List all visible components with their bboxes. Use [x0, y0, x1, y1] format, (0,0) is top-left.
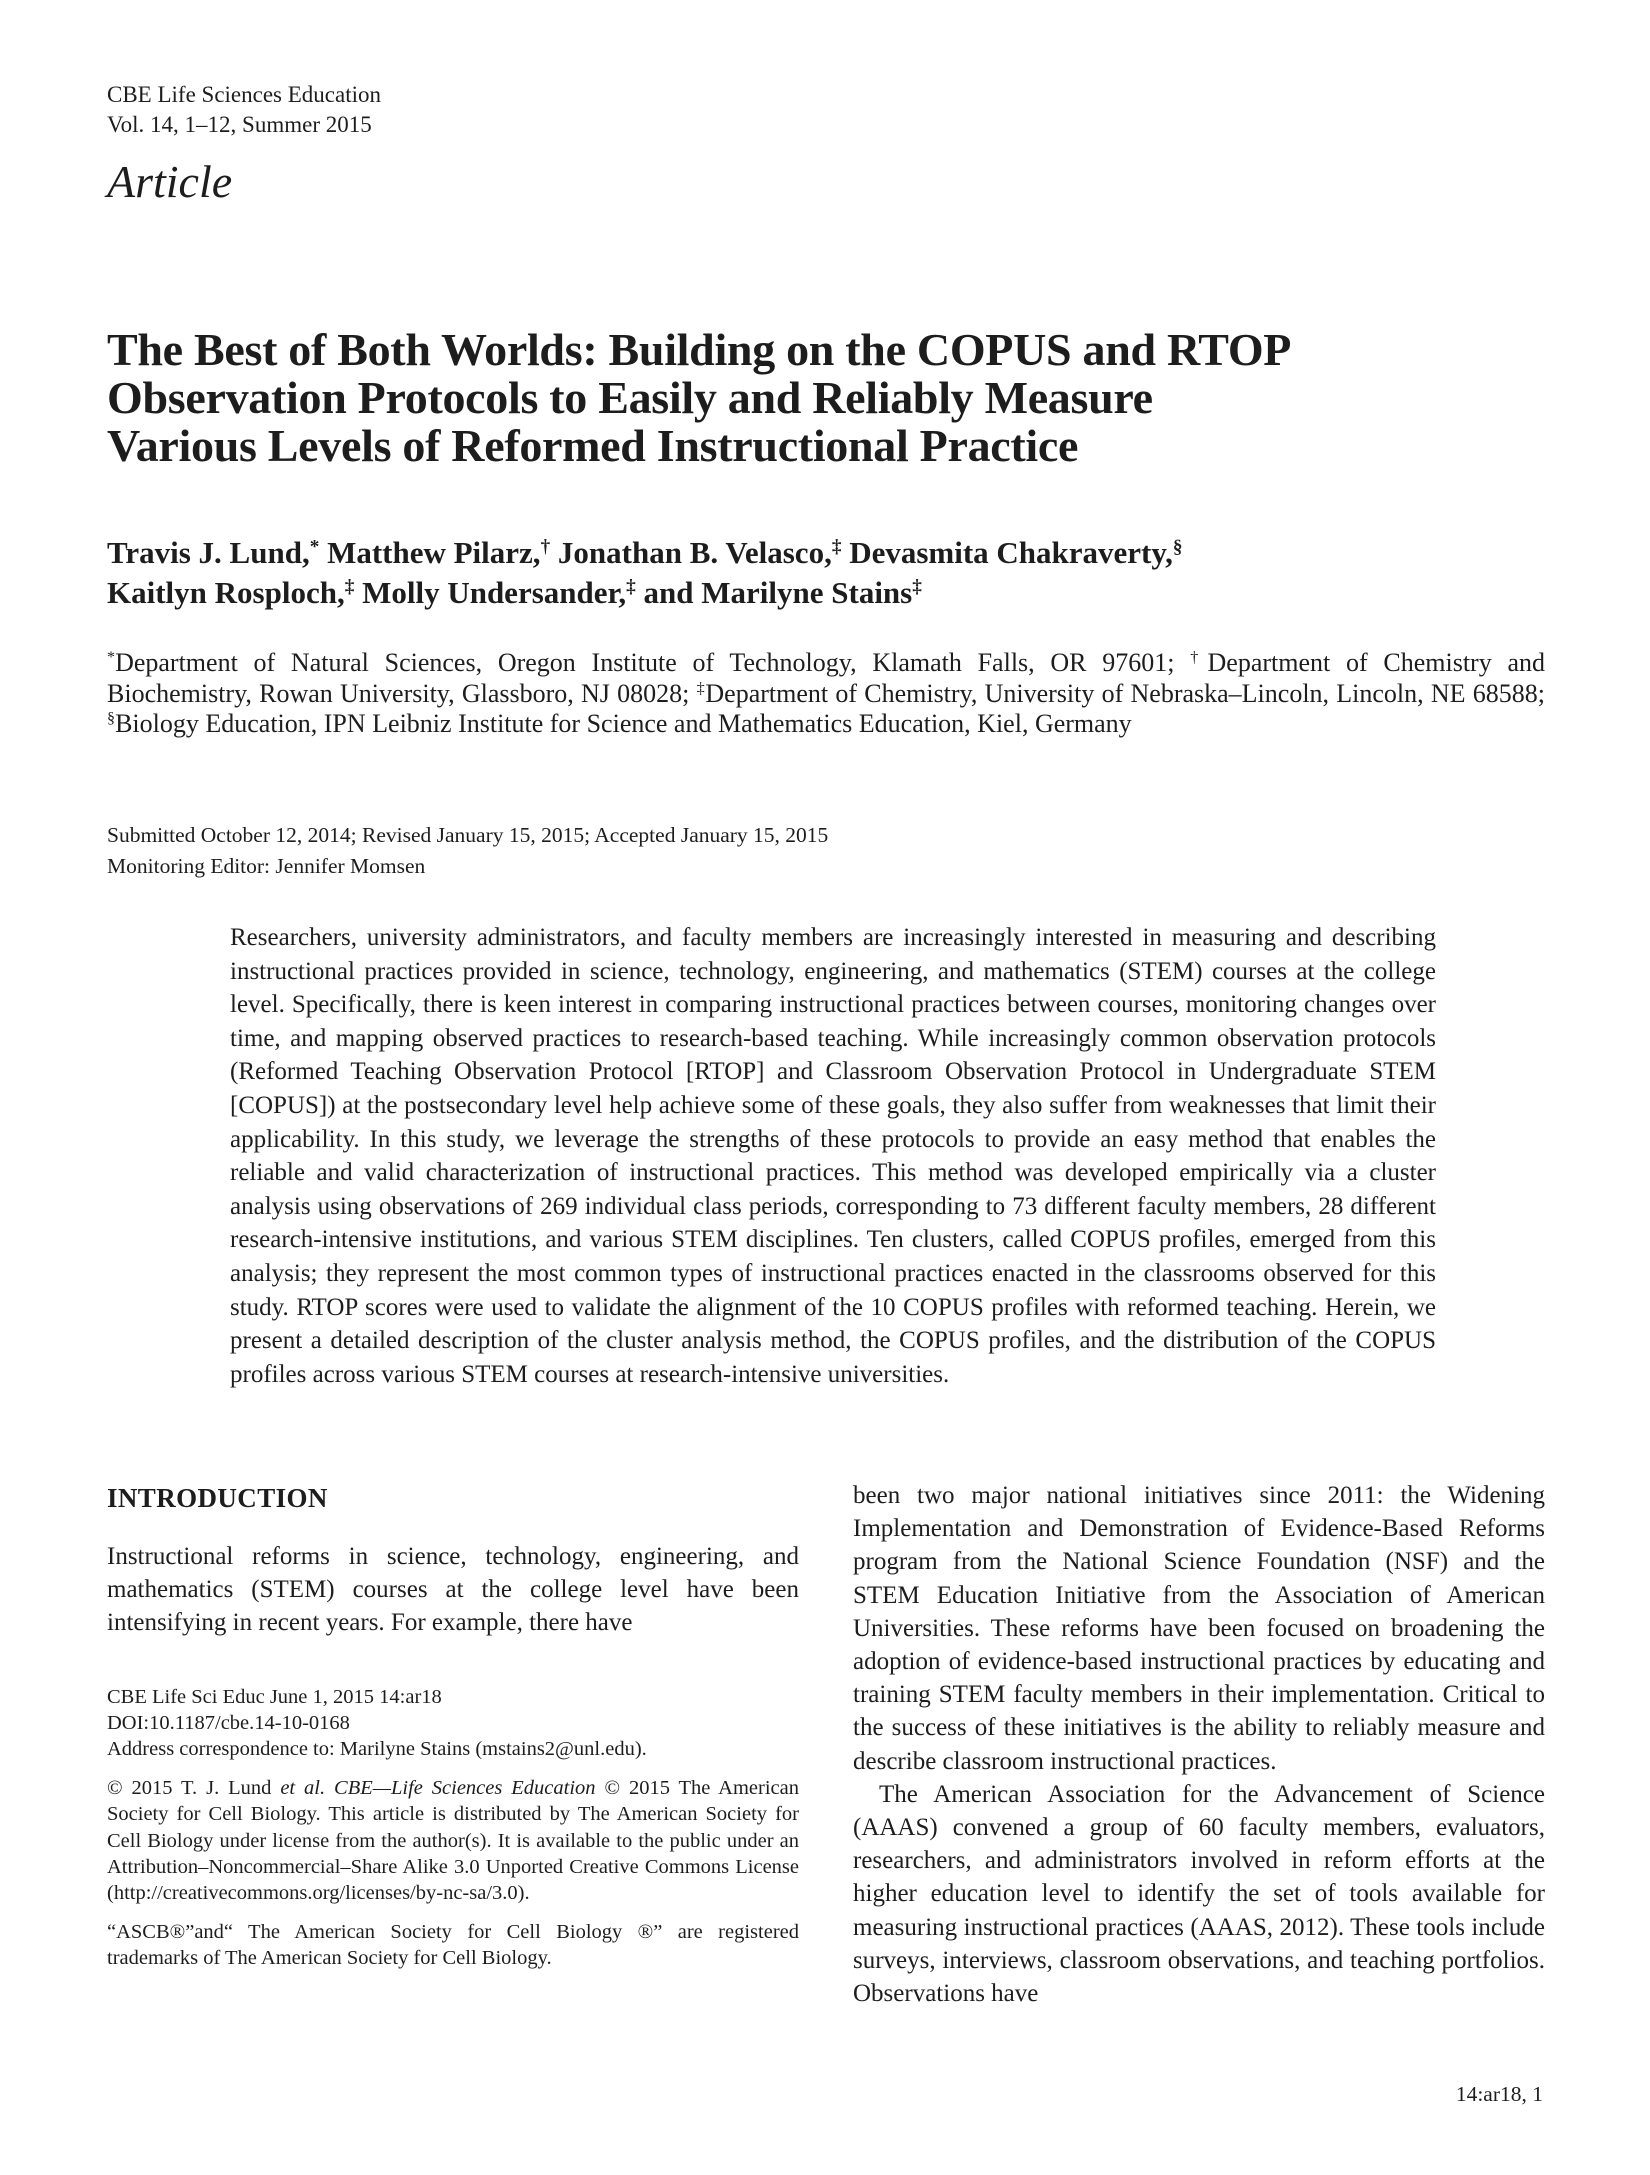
body-paragraph: been two major national initiatives sinc…	[853, 1482, 1545, 1775]
author: Molly Undersander,‡	[354, 575, 636, 610]
two-column-body: INTRODUCTION Instructional reforms in sc…	[107, 1479, 1545, 2010]
affiliation-text: Biology Education, IPN Leibniz Institute…	[115, 709, 1132, 738]
doi-line: DOI:10.1187/cbe.14-10-0168	[107, 1712, 350, 1735]
title-line: Observation Protocols to Easily and Reli…	[107, 372, 1153, 423]
title-line: Various Levels of Reformed Instructional…	[107, 420, 1079, 471]
author: Matthew Pilarz,†	[319, 535, 550, 570]
copyright-text: © 2015 T. J. Lund	[107, 1776, 281, 1799]
affiliation-marker: ‡	[696, 679, 706, 697]
author: Kaitlyn Rosploch,‡	[107, 575, 354, 610]
article-label: Article	[107, 156, 233, 207]
author-marker: ‡	[626, 576, 636, 598]
author-name: and Marilyne Stains	[635, 575, 913, 610]
affiliation-text: Department of Natural Sciences, Oregon I…	[115, 648, 1191, 677]
author-marker: *	[309, 536, 320, 558]
title-line: The Best of Both Worlds: Building on the…	[107, 324, 1292, 375]
affiliations: *Department of Natural Sciences, Oregon …	[107, 648, 1545, 740]
author-name: Kaitlyn Rosploch,	[107, 575, 345, 610]
citation-line: CBE Life Sci Educ June 1, 2015 14:ar18	[107, 1685, 442, 1708]
author-name: Matthew Pilarz,	[319, 535, 541, 570]
page-title: The Best of Both Worlds: Building on the…	[107, 326, 1587, 470]
abstract: Researchers, university administrators, …	[230, 924, 1436, 1388]
author: Jonathan B. Velasco,‡	[550, 535, 842, 570]
affiliation-marker: †	[1190, 649, 1208, 667]
copyright-paragraph: © 2015 T. J. Lund et al. CBE—Life Scienc…	[107, 1775, 799, 1907]
journal-header: CBE Life Sciences Education Vol. 14, 1–1…	[107, 80, 381, 140]
copyright-text	[325, 1777, 334, 1799]
author: and Marilyne Stains‡	[636, 575, 922, 610]
submission-history: Submitted October 12, 2014; Revised Janu…	[107, 823, 829, 847]
affiliation-text: Department of Chemistry and Biochemistry…	[107, 648, 1545, 708]
author-name: Travis J. Lund,	[107, 535, 310, 570]
footnote-block: CBE Life Sci Educ June 1, 2015 14:ar18 D…	[107, 1684, 799, 1972]
submission-history-block: Submitted October 12, 2014; Revised Janu…	[107, 820, 828, 882]
body-paragraph: The American Association for the Advance…	[853, 1780, 1545, 2008]
author-marker: ‡	[344, 576, 355, 598]
author-name: Jonathan B. Velasco,	[550, 535, 832, 570]
authors-line: Travis J. Lund,* Matthew Pilarz,† Jonath…	[107, 533, 1557, 613]
author: Travis J. Lund,*	[107, 535, 319, 570]
copyright-italic: CBE—Life Sciences Education	[334, 1776, 596, 1799]
author-marker: †	[540, 536, 551, 558]
journal-name: CBE Life Sciences Education	[107, 82, 382, 107]
page-number: 14:ar18, 1	[1455, 2082, 1543, 2106]
copyright-text: © 2015 The American Society for Cell Bio…	[107, 1776, 799, 1905]
left-column: INTRODUCTION Instructional reforms in sc…	[107, 1479, 799, 2010]
affiliation-text: Department of Chemistry, University of N…	[705, 678, 1545, 708]
author-name: Molly Undersander,	[354, 575, 627, 610]
introduction-paragraph: Instructional reforms in science, techno…	[107, 1543, 799, 1637]
author: Devasmita Chakraverty,§	[841, 535, 1182, 570]
author-marker: ‡	[912, 576, 922, 598]
copyright-italic: et al.	[280, 1776, 326, 1799]
author-name: Devasmita Chakraverty,	[841, 535, 1173, 570]
journal-volume: Vol. 14, 1–12, Summer 2015	[107, 112, 372, 137]
author-marker: ‡	[831, 536, 842, 558]
correspondence-line: Address correspondence to: Marilyne Stai…	[107, 1738, 647, 1761]
affiliation-marker: §	[107, 710, 116, 728]
affiliation-marker: *	[107, 649, 116, 667]
author-marker: §	[1172, 536, 1183, 558]
section-heading-introduction: INTRODUCTION	[107, 1483, 328, 1513]
trademark-paragraph: “ASCB®”and“ The American Society for Cel…	[107, 1920, 799, 1970]
right-column: been two major national initiatives sinc…	[853, 1479, 1545, 2010]
monitoring-editor: Monitoring Editor: Jennifer Momsen	[107, 854, 426, 878]
